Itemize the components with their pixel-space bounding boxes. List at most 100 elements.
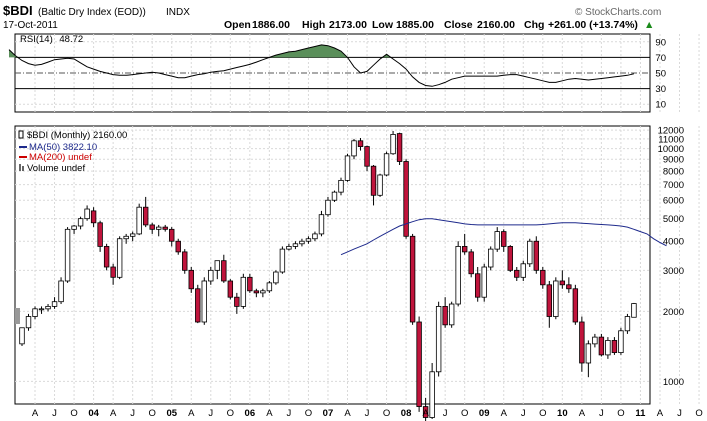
- candle: [540, 267, 546, 289]
- candle: [221, 254, 227, 283]
- low-label: Low: [372, 19, 394, 31]
- candle: [32, 306, 38, 320]
- candle-body-down: [416, 321, 422, 407]
- candle: [299, 238, 305, 247]
- x-tick-label: A: [266, 408, 273, 419]
- x-tick-label: J: [208, 408, 213, 419]
- x-tick-label: O: [227, 408, 234, 419]
- price-tick-label: 11000: [658, 134, 684, 145]
- chart-date: 17-Oct-2011: [3, 20, 58, 31]
- candle: [279, 246, 286, 274]
- candle: [474, 267, 481, 302]
- candle: [97, 220, 103, 252]
- x-tick-label: A: [657, 408, 664, 419]
- candle: [351, 138, 357, 160]
- candle: [455, 241, 461, 307]
- candle-body-up: [592, 336, 598, 345]
- candle-body-down: [364, 146, 370, 167]
- x-tick-label: J: [599, 408, 604, 419]
- candle-body-up: [214, 260, 220, 271]
- candle: [422, 397, 429, 421]
- price-tick-label: 12000: [658, 126, 684, 137]
- candle-body-down: [253, 290, 260, 294]
- candle: [533, 236, 539, 274]
- candle-body-up: [338, 179, 344, 193]
- rsi-name: RSI(14): [20, 34, 53, 45]
- legend-candle-icon: [18, 130, 24, 139]
- candle-body-down: [182, 251, 188, 271]
- candle: [546, 280, 553, 328]
- candle: [331, 190, 338, 202]
- candle-body-up: [208, 269, 214, 282]
- candle-body-up: [45, 305, 51, 310]
- candle: [481, 263, 487, 302]
- chg-up-arrow-icon: ▲: [644, 19, 654, 31]
- candle: [169, 227, 175, 247]
- index-name: (Baltic Dry Index (EOD)): [38, 7, 146, 18]
- x-tick-label: J: [521, 408, 526, 419]
- candle: [514, 267, 520, 281]
- candle: [585, 340, 592, 378]
- rsi-tick-label: 50: [655, 69, 666, 80]
- rsi-tick-label: 90: [655, 37, 666, 48]
- copyright-text: © StockCharts.com: [575, 7, 661, 18]
- candle: [429, 362, 435, 419]
- candle: [318, 210, 325, 237]
- candle-body-down: [103, 246, 110, 268]
- candle: [598, 333, 605, 357]
- rsi-tick-label: 10: [655, 100, 666, 111]
- candle-body-up: [64, 228, 71, 282]
- candle: [448, 301, 455, 328]
- candle-body-down: [598, 336, 605, 356]
- candle: [409, 233, 416, 325]
- legend-ma200: MA(200) undef: [29, 152, 92, 163]
- legend-volume: Volume undef: [27, 163, 85, 174]
- candle: [468, 249, 474, 278]
- candle: [201, 277, 207, 325]
- candle-body-down: [169, 228, 175, 242]
- x-tick-label: A: [32, 408, 39, 419]
- candle-body-down: [474, 273, 481, 298]
- x-tick-label: 05: [166, 408, 177, 419]
- candle: [25, 313, 32, 331]
- candle-body-up: [344, 155, 351, 181]
- candle: [149, 222, 155, 234]
- candle-body-up: [435, 305, 442, 373]
- candle-body-down: [175, 240, 181, 253]
- candle: [416, 316, 422, 412]
- x-tick-label: O: [149, 408, 156, 419]
- price-tick-label: 1000: [663, 377, 684, 388]
- candle-body-up: [156, 226, 162, 230]
- candle-body-up: [481, 266, 487, 298]
- candle: [435, 301, 442, 377]
- candle: [364, 145, 370, 172]
- x-tick-label: O: [70, 408, 77, 419]
- legend-ma50: MA(50) 3822.10: [29, 142, 97, 153]
- candle: [116, 236, 123, 280]
- candle: [240, 273, 247, 309]
- x-tick-label: A: [110, 408, 117, 419]
- candle-body-up: [273, 271, 279, 284]
- candle: [103, 243, 110, 271]
- candle-body-down: [227, 280, 234, 298]
- candle: [136, 203, 142, 236]
- candle-body-up: [312, 233, 318, 240]
- candle: [370, 165, 377, 206]
- candle-body-up: [448, 303, 455, 326]
- candle-body-up: [624, 316, 631, 332]
- candle: [227, 279, 234, 300]
- high-value: 2173.00: [329, 19, 367, 31]
- candle-body-down: [162, 226, 168, 230]
- candle: [396, 132, 403, 166]
- x-tick-label: A: [422, 408, 429, 419]
- candle-body-down: [409, 235, 416, 323]
- rsi-label: RSI(14) 48.72: [20, 34, 83, 45]
- price-tick-label: 7000: [663, 180, 684, 191]
- candle-body-down: [559, 280, 566, 286]
- candle: [123, 233, 129, 244]
- candle-body-up: [527, 240, 533, 265]
- candle-body-down: [188, 269, 194, 290]
- candle-body-up: [553, 280, 559, 317]
- candle: [631, 302, 637, 318]
- candle-body-down: [442, 305, 448, 326]
